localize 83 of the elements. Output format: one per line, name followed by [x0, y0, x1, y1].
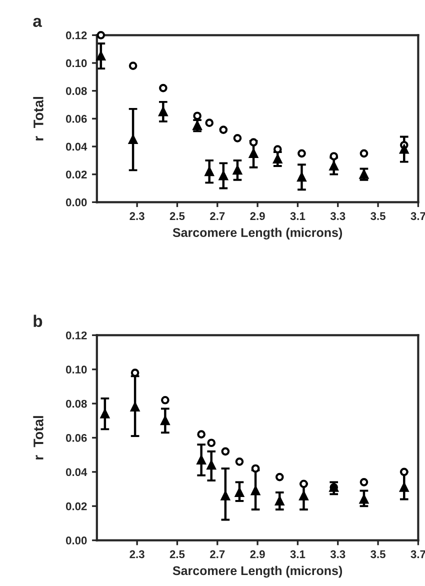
- y-tick-label: 0.02: [66, 170, 87, 178]
- y-tick-label: 0.00: [66, 198, 87, 206]
- point: [159, 84, 168, 92]
- point: [128, 135, 138, 144]
- x-tick-label: 2.9: [250, 550, 265, 558]
- point: [206, 460, 216, 470]
- point: [297, 172, 306, 182]
- point: [219, 126, 228, 134]
- point: [359, 494, 368, 504]
- point: [161, 396, 170, 404]
- y-tick-label: 0.10: [66, 366, 87, 374]
- x-tick-label: 2.3: [130, 550, 144, 558]
- y-tick-label: 0.12: [66, 31, 87, 40]
- point: [235, 458, 244, 466]
- x-tick-label: 2.3: [130, 212, 144, 220]
- x-tick-label: 2.5: [170, 550, 185, 558]
- y-tick-label: 0.02: [66, 502, 87, 510]
- point: [300, 480, 308, 488]
- x-axis-title: Sarcomere Length (microns): [172, 228, 342, 240]
- point: [196, 455, 206, 464]
- point: [100, 409, 110, 418]
- point: [220, 491, 230, 500]
- y-tick-label: 0.06: [66, 434, 87, 442]
- chart-title: a: [33, 18, 42, 27]
- y-tick-label: 0.06: [66, 114, 87, 123]
- y-tick-label: 0.00: [66, 536, 87, 544]
- y-tick-label: 0.04: [66, 142, 88, 151]
- point: [128, 62, 138, 70]
- point: [233, 134, 242, 142]
- point: [298, 149, 306, 158]
- point: [204, 167, 214, 176]
- point: [400, 482, 409, 492]
- point: [205, 118, 214, 128]
- x-tick-label: 3.7: [410, 550, 425, 558]
- point: [329, 161, 338, 170]
- x-tick-label: 2.7: [210, 550, 225, 558]
- y-tick-label: 0.04: [66, 468, 88, 476]
- point: [207, 438, 216, 448]
- point: [275, 496, 284, 506]
- x-tick-label: 2.9: [250, 212, 265, 220]
- x-tick-label: 2.7: [210, 212, 225, 220]
- point: [249, 148, 258, 158]
- point: [234, 488, 244, 497]
- point: [96, 52, 106, 61]
- x-tick-label: 3.1: [290, 550, 306, 558]
- point: [273, 154, 282, 164]
- point: [275, 472, 284, 482]
- point: [330, 152, 338, 160]
- x-tick-label: 3.3: [330, 550, 346, 558]
- chart-title: b: [34, 314, 42, 328]
- y-tick-label: 0.12: [66, 331, 87, 340]
- point: [130, 402, 140, 412]
- point: [218, 171, 228, 180]
- x-tick-label: 3.1: [290, 212, 306, 220]
- point: [299, 491, 308, 500]
- x-tick-label: 2.5: [170, 212, 185, 220]
- y-tick-label: 0.10: [66, 59, 87, 68]
- x-tick-label: 3.3: [330, 212, 346, 220]
- point: [249, 138, 258, 146]
- point: [221, 447, 230, 456]
- y-axis-title: r Total: [33, 416, 44, 460]
- x-tick-label: 3.7: [410, 212, 425, 220]
- y-tick-label: 0.08: [66, 87, 87, 95]
- point: [96, 30, 106, 40]
- point: [360, 149, 368, 158]
- x-tick-label: 3.5: [370, 212, 386, 220]
- y-tick-label: 0.08: [66, 400, 87, 408]
- point: [193, 112, 202, 120]
- point: [197, 430, 206, 438]
- x-axis-title: Sarcomere Length (microns): [172, 566, 342, 578]
- point: [192, 121, 202, 130]
- point: [232, 166, 242, 175]
- point: [359, 170, 368, 179]
- point: [273, 145, 282, 154]
- y-axis-title: r Total: [33, 97, 44, 140]
- point: [251, 464, 260, 473]
- point: [251, 486, 260, 496]
- point: [400, 144, 409, 154]
- point: [158, 107, 168, 116]
- point: [360, 478, 368, 486]
- x-tick-label: 3.5: [370, 550, 386, 558]
- point: [400, 468, 408, 476]
- point: [160, 416, 170, 426]
